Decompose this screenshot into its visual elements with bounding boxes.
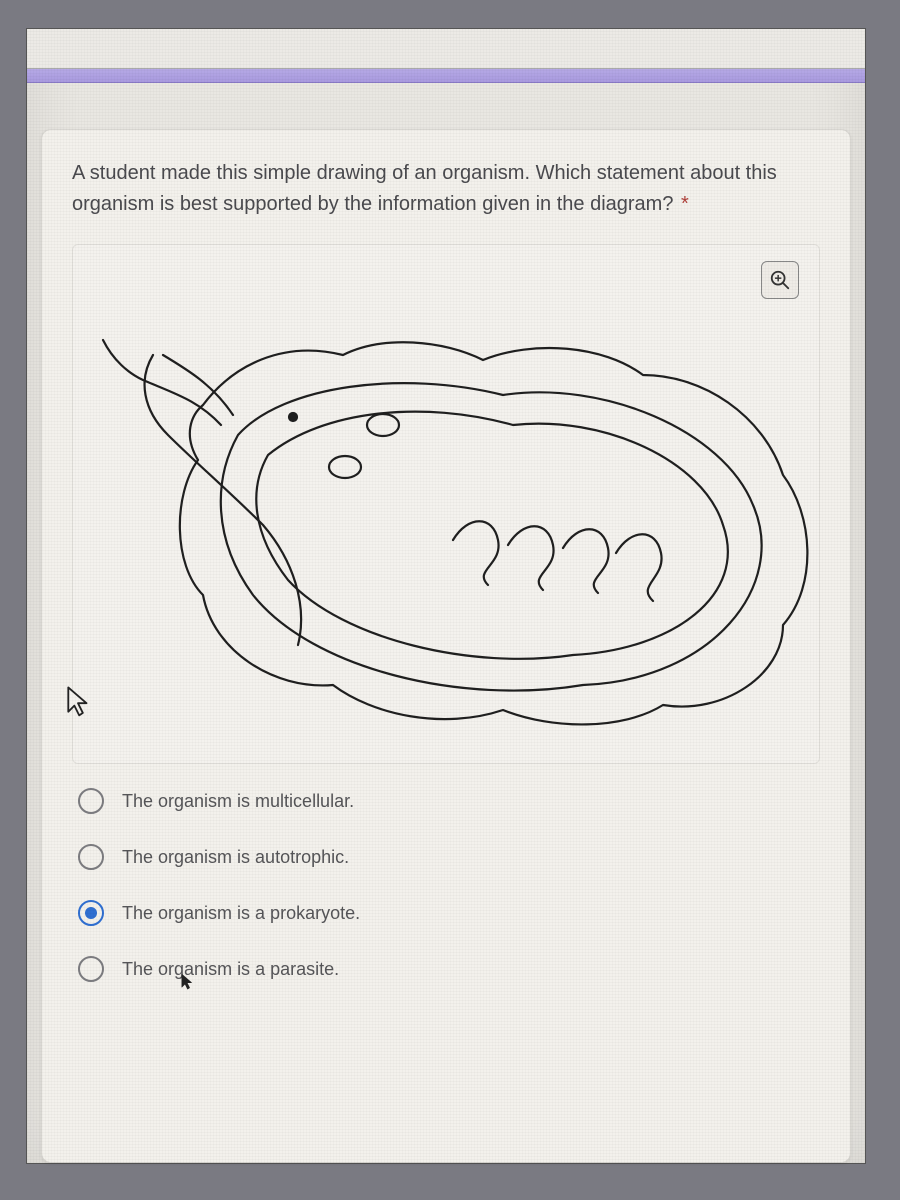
organism-drawing — [83, 285, 843, 745]
radio-icon — [78, 788, 104, 814]
cursor-arrow-icon — [65, 685, 91, 719]
radio-icon — [78, 956, 104, 982]
option-label-before: The org — [122, 959, 184, 979]
option-2[interactable]: The organism is autotrophic. — [78, 844, 820, 870]
question-text: A student made this simple drawing of an… — [72, 158, 820, 220]
question-text-content: A student made this simple drawing of an… — [72, 162, 777, 215]
option-4[interactable]: The organism is a parasite. — [78, 956, 820, 982]
screen-area: A student made this simple drawing of an… — [26, 28, 866, 1164]
radio-icon — [78, 844, 104, 870]
option-label: The organism is a parasite. — [122, 959, 339, 980]
radio-icon-selected — [78, 900, 104, 926]
diagram-container — [72, 244, 820, 764]
option-3[interactable]: The organism is a prokaryote. — [78, 900, 820, 926]
option-label-after: anism is a parasite. — [184, 959, 339, 979]
question-card: A student made this simple drawing of an… — [41, 129, 851, 1163]
option-1[interactable]: The organism is multicellular. — [78, 788, 820, 814]
option-label: The organism is multicellular. — [122, 791, 354, 812]
window-top-strip — [27, 29, 865, 69]
accent-bar — [27, 69, 865, 83]
option-label: The organism is autotrophic. — [122, 847, 349, 868]
required-asterisk: * — [681, 193, 689, 215]
options-group: The organism is multicellular. The organ… — [78, 788, 820, 982]
option-label: The organism is a prokaryote. — [122, 903, 360, 924]
